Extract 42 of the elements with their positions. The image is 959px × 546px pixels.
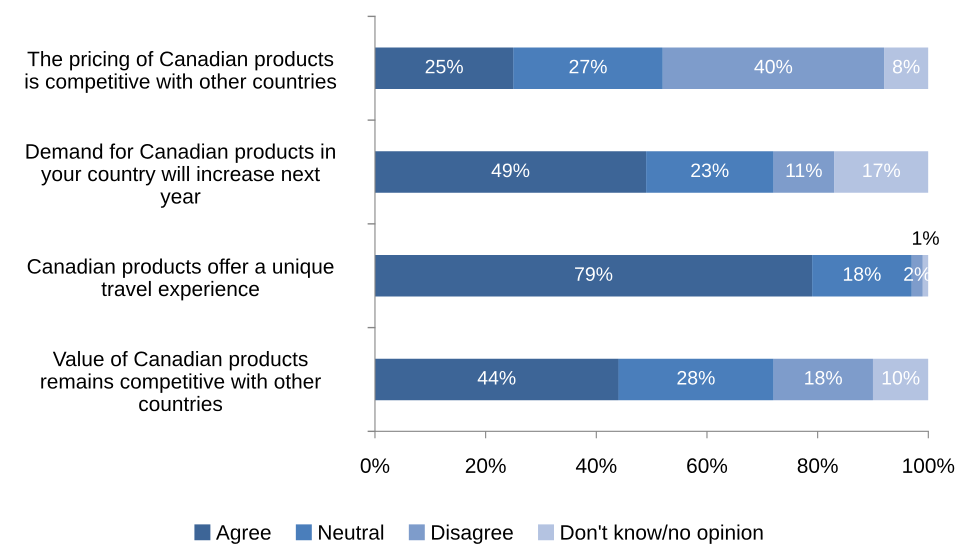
bar: [618, 358, 774, 400]
x-tick-label: 60%: [687, 458, 728, 474]
bar: [374, 48, 514, 89]
data-label: 40%: [754, 60, 792, 74]
data-label: 8%: [892, 60, 920, 74]
x-tick-label: 80%: [798, 458, 838, 474]
bar: [834, 151, 928, 193]
data-label: 49%: [492, 163, 530, 178]
legend-label: Neutral: [319, 524, 384, 540]
bar: [773, 358, 873, 400]
data-label: 27%: [570, 60, 607, 74]
data-label: 17%: [863, 164, 900, 178]
legend-label: Agree: [216, 525, 271, 544]
x-tick-label: 40%: [576, 458, 616, 474]
data-label: 28%: [677, 370, 715, 385]
y-tick-label: Value of Canadian products remains competitive with other countries: [41, 350, 321, 412]
bar: [513, 48, 663, 89]
data-label: 18%: [805, 370, 842, 385]
x-tick-label: 20%: [466, 458, 506, 474]
data-label: 1%: [912, 231, 939, 245]
bar: [884, 48, 928, 89]
y-tick-label: Demand for Canadian products in your country will increase next year: [26, 144, 335, 208]
x-tick-label: 0%: [360, 458, 390, 474]
data-label: 44%: [478, 371, 516, 385]
legend-label: Don't know/no opinion: [561, 524, 763, 544]
data-label: 10%: [882, 370, 920, 385]
x-tick-label: 100%: [903, 458, 954, 474]
y-tick-label: The pricing of Canadian products is competitive with other countries: [26, 50, 336, 93]
legend-label: Disagree: [432, 524, 513, 544]
data-label: 25%: [426, 60, 463, 74]
bar: [662, 48, 884, 89]
data-label: 18%: [844, 267, 881, 281]
data-label: 79%: [575, 267, 612, 281]
bar: [374, 151, 646, 193]
bar: [773, 151, 834, 193]
data-label: 23%: [691, 163, 729, 178]
y-tick-label: Canadian products offer a unique travel experience: [28, 258, 334, 300]
bar: [872, 358, 928, 400]
bar: [374, 358, 618, 400]
bar: [646, 151, 774, 193]
data-label: 11%: [786, 164, 822, 178]
bar: [374, 254, 812, 296]
